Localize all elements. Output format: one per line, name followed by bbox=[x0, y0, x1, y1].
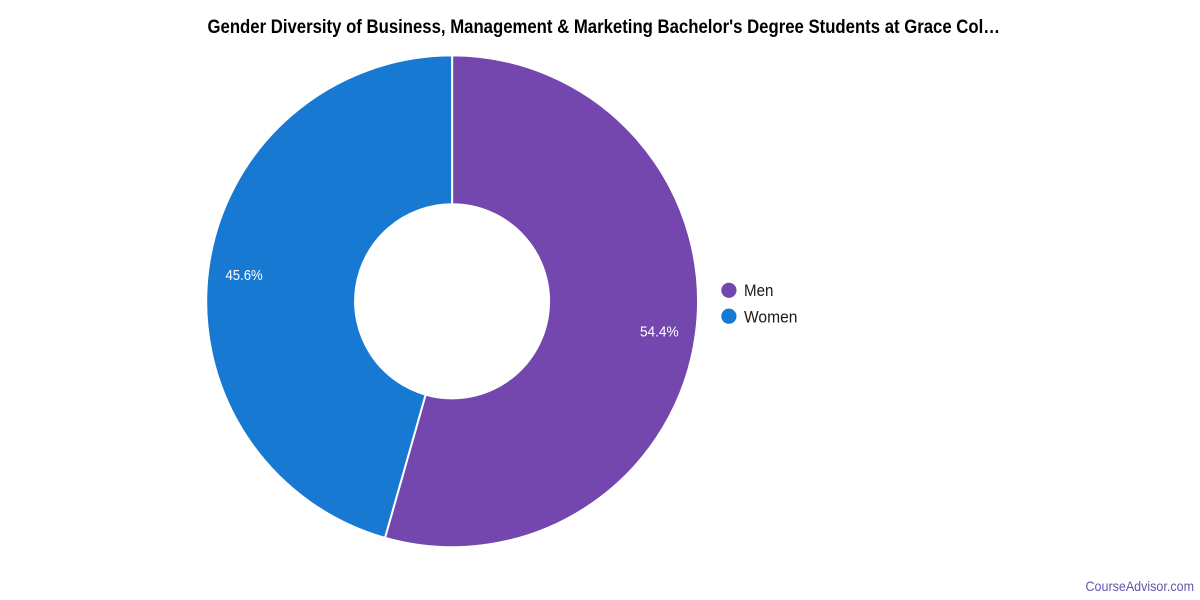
svg-text:CourseAdvisor.com: CourseAdvisor.com bbox=[1086, 578, 1195, 594]
svg-text:45.6%: 45.6% bbox=[225, 267, 262, 284]
svg-text:Gender Diversity of Business,: Gender Diversity of Business, Management… bbox=[208, 17, 1001, 38]
svg-text:Men: Men bbox=[744, 281, 773, 300]
svg-text:Women: Women bbox=[744, 307, 797, 326]
svg-text:54.4%: 54.4% bbox=[640, 324, 679, 341]
